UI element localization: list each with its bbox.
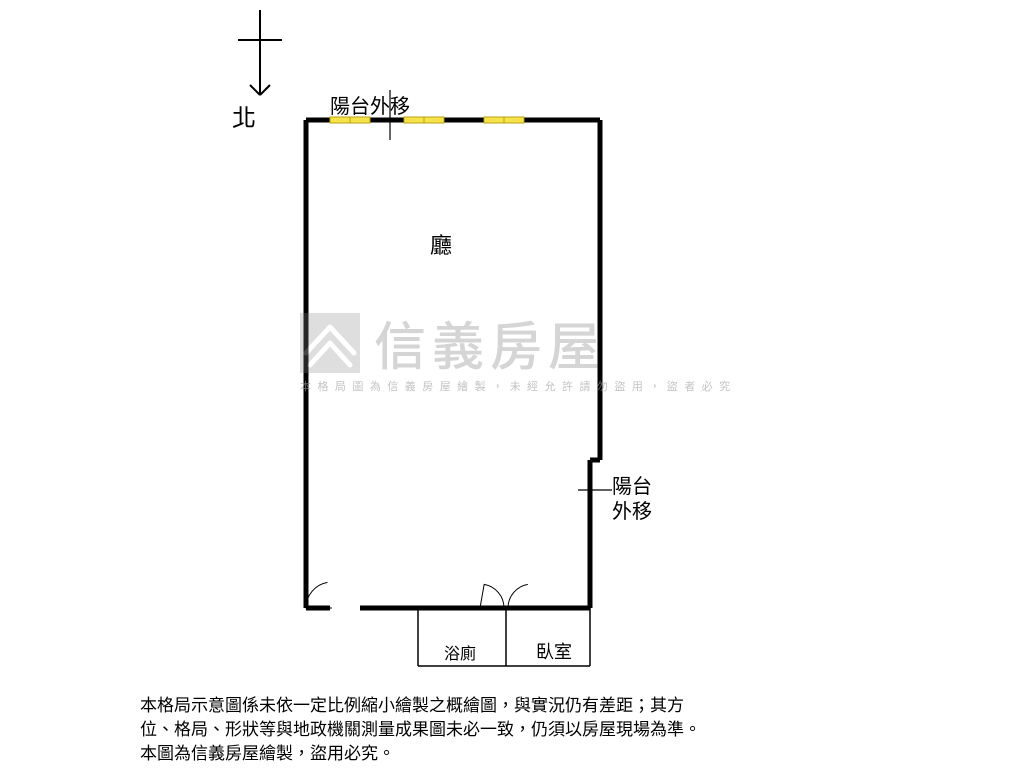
- floorplan-stage: 北 陽台外移 廳 陽台 外移 浴廁 臥室 信義房屋 本 格 局 圖 為 信 義 …: [0, 0, 1024, 768]
- label-balcony-right-2: 外移: [612, 495, 652, 524]
- label-bed: 臥室: [536, 638, 572, 664]
- compass-label: 北: [232, 98, 258, 133]
- disclaimer-line2: 位、格局、形狀等與地政機關測量成果圖未必一致，仍須以房屋現場為準。: [140, 715, 701, 740]
- label-bath: 浴廁: [444, 640, 476, 664]
- disclaimer-line1: 本格局示意圖係未依一定比例縮小繪製之概繪圖，與實況仍有差距；其方: [140, 691, 684, 716]
- disclaimer-text: 本格局示意圖係未依一定比例縮小繪製之概繪圖，與實況仍有差距；其方 位、格局、形狀…: [140, 692, 900, 763]
- watermark: 信義房屋: [300, 305, 606, 380]
- disclaimer-line3: 本圖為信義房屋繪製，盜用必究。: [140, 739, 395, 764]
- watermark-subtext: 本 格 局 圖 為 信 義 房 屋 繪 製 ， 未 經 允 許 請 勿 盜 用 …: [300, 378, 732, 394]
- watermark-text: 信義房屋: [374, 305, 606, 380]
- label-main-room: 廳: [430, 228, 452, 260]
- watermark-logo-icon: [300, 313, 360, 373]
- label-balcony-top: 陽台外移: [330, 90, 410, 119]
- label-balcony-right: 陽台 外移: [612, 472, 652, 522]
